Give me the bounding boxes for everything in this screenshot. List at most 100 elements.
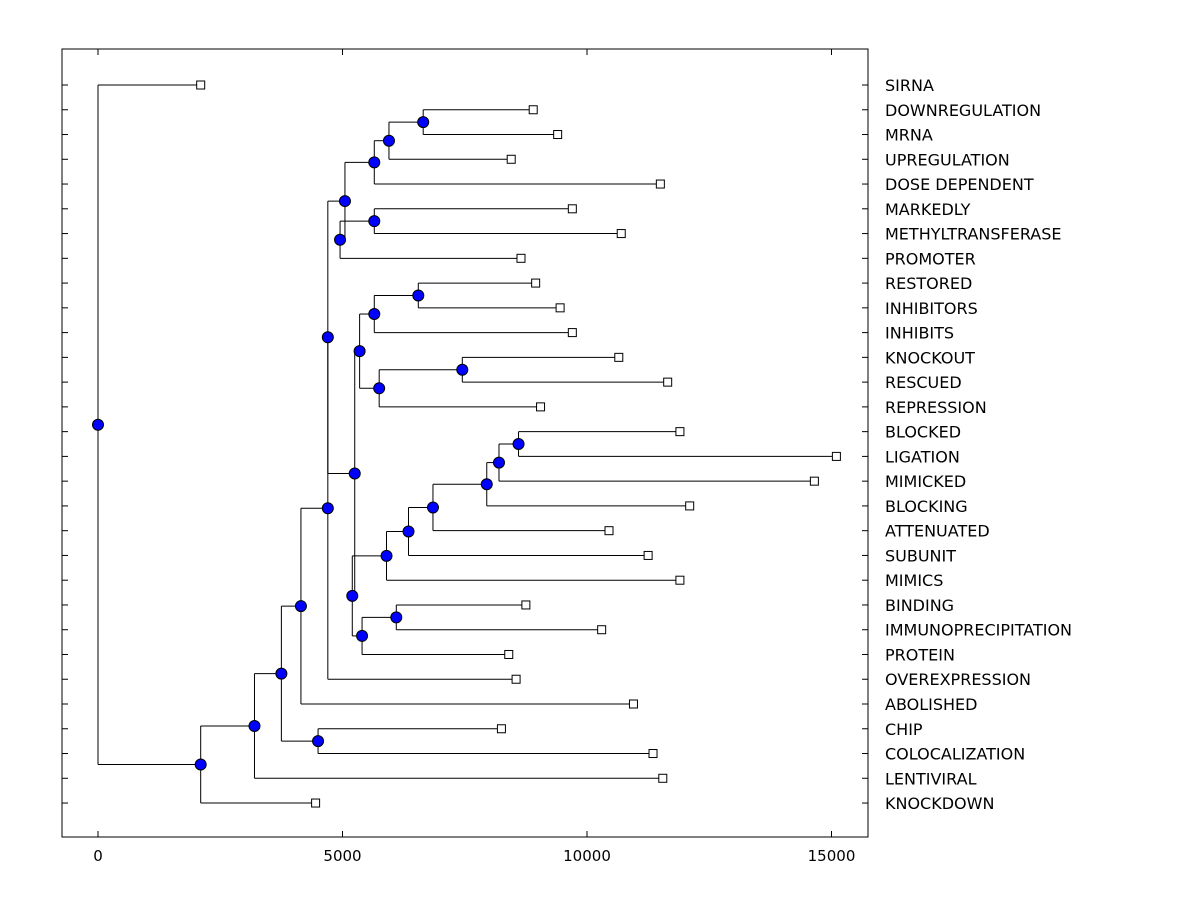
- leaf-label: MIMICKED: [885, 472, 966, 491]
- node-marker: [382, 134, 395, 147]
- node-marker: [312, 735, 325, 748]
- x-tick-label: 0: [93, 847, 103, 865]
- x-axis-tick-labels: 0 5000 10000 15000: [93, 847, 855, 865]
- node-marker: [492, 456, 505, 469]
- leaf-label: BLOCKING: [885, 497, 968, 516]
- leaf-label: MIMICS: [885, 571, 943, 590]
- leaf-label: RESTORED: [885, 274, 972, 293]
- node-marker: [368, 215, 381, 228]
- x-tick-label: 5000: [323, 847, 361, 865]
- leaf-label: LENTIVIRAL: [885, 769, 977, 788]
- leaf-marker: [511, 674, 521, 684]
- node-marker: [92, 418, 104, 431]
- leaf-label: MARKEDLY: [885, 200, 971, 219]
- leaf-label: LIGATION: [885, 447, 960, 466]
- leaf-label: SUBUNIT: [885, 546, 956, 565]
- leaf-label: BINDING: [885, 596, 954, 615]
- leaf-marker: [536, 402, 546, 412]
- leaf-label: ATTENUATED: [885, 522, 990, 541]
- leaf-marker: [604, 526, 614, 536]
- dendrogram-links: [97, 84, 837, 804]
- leaf-marker: [521, 600, 531, 610]
- leaf-marker: [528, 105, 538, 115]
- leaf-marker: [504, 649, 514, 659]
- leaf-marker: [506, 154, 516, 164]
- leaf-marker: [675, 575, 685, 585]
- leaf-marker: [628, 699, 638, 709]
- leaf-marker: [648, 749, 658, 759]
- leaf-label: UPREGULATION: [885, 150, 1010, 169]
- node-marker: [380, 549, 393, 562]
- node-marker: [402, 525, 415, 538]
- leaf-label: INHIBITS: [885, 324, 954, 343]
- node-marker: [373, 382, 386, 395]
- leaf-label: INHIBITORS: [885, 299, 978, 318]
- node-marker: [512, 438, 525, 451]
- leaf-label: PROTEIN: [885, 645, 955, 664]
- plot-frame: [61, 48, 869, 838]
- x-tick-label: 10000: [563, 847, 611, 865]
- leaf-label: MRNA: [885, 126, 933, 145]
- node-marker: [368, 308, 381, 321]
- leaf-marker: [831, 451, 841, 461]
- node-marker: [248, 719, 261, 732]
- node-marker: [321, 331, 334, 344]
- leaf-label: DOWNREGULATION: [885, 101, 1041, 120]
- leaf-marker: [553, 130, 563, 140]
- node-marker: [368, 156, 381, 169]
- node-marker: [353, 345, 366, 358]
- leaf-label: KNOCKOUT: [885, 348, 975, 367]
- leaf-label: DOSE DEPENDENT: [885, 175, 1034, 194]
- leaf-marker: [809, 476, 819, 486]
- leaf-label: CHIP: [885, 720, 923, 739]
- leaf-marker: [658, 773, 668, 783]
- node-marker: [275, 667, 288, 680]
- node-marker: [346, 589, 359, 602]
- node-marker: [294, 600, 307, 613]
- node-marker: [390, 611, 403, 624]
- leaf-marker: [614, 352, 624, 362]
- leaf-label: SIRNA: [885, 76, 934, 95]
- leaf-marker: [496, 724, 506, 734]
- leaf-label: COLOCALIZATION: [885, 745, 1025, 764]
- leaf-marker: [555, 303, 565, 313]
- node-marker: [426, 501, 439, 514]
- leaf-label: ABOLISHED: [885, 695, 977, 714]
- leaf-marker: [655, 179, 665, 189]
- leaf-marker: [567, 328, 577, 338]
- leaf-label: REPRESSION: [885, 398, 987, 417]
- node-marker: [348, 467, 361, 480]
- leaf-label: BLOCKED: [885, 423, 961, 442]
- leaf-label: IMMUNOPRECIPITATION: [885, 621, 1072, 640]
- leaf-marker: [597, 625, 607, 635]
- leaf-marker: [311, 798, 321, 808]
- leaf-ticks: [62, 84, 868, 804]
- leaf-marker: [196, 80, 206, 90]
- node-marker: [338, 195, 351, 208]
- leaf-marker: [675, 427, 685, 437]
- leaf-labels: SIRNA DOWNREGULATION MRNA UPREGULATION DOSE …: [885, 76, 1072, 813]
- leaf-label: METHYLTRANSFERASE: [885, 225, 1062, 244]
- leaf-markers: [196, 80, 841, 808]
- leaf-marker: [663, 377, 673, 387]
- leaf-label: PROMOTER: [885, 249, 976, 268]
- node-marker: [412, 289, 425, 302]
- leaf-marker: [516, 253, 526, 263]
- leaf-label: OVEREXPRESSION: [885, 670, 1031, 689]
- leaf-marker: [685, 501, 695, 511]
- node-marker: [456, 363, 469, 376]
- leaf-marker: [567, 204, 577, 214]
- leaf-marker: [616, 229, 626, 239]
- leaf-label: RESCUED: [885, 373, 962, 392]
- node-marker: [334, 233, 347, 246]
- node-marker: [356, 629, 369, 642]
- leaf-marker: [531, 278, 541, 288]
- node-marker: [194, 758, 207, 771]
- leaf-marker: [643, 550, 653, 560]
- node-markers: [92, 116, 525, 771]
- node-marker: [321, 502, 334, 515]
- node-marker: [480, 478, 493, 491]
- node-marker: [417, 116, 430, 129]
- x-axis-ticks: [97, 49, 832, 837]
